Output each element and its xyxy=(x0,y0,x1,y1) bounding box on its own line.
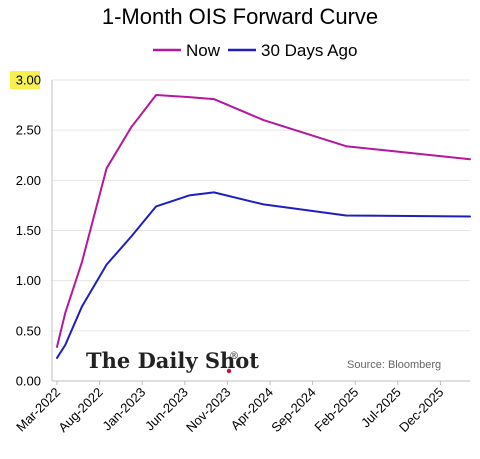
y-tick-label: 2.50 xyxy=(16,123,41,138)
x-tick-label: Nov-2023 xyxy=(183,385,233,435)
x-tick-label: Mar-2022 xyxy=(13,385,63,435)
watermark: The Daily Shot ® Source: Bloomberg xyxy=(86,348,441,374)
y-axis-ticks: 0.00 0.50 1.00 1.50 2.00 2.50 3.00 xyxy=(10,71,41,389)
x-tick-label: Jan-2023 xyxy=(99,385,148,434)
legend-label-now: Now xyxy=(186,41,221,60)
y-tick-highlight xyxy=(10,71,40,89)
source-label: Source: Bloomberg xyxy=(347,359,441,371)
series-lines xyxy=(56,94,471,359)
y-tick-label: 0.00 xyxy=(16,374,41,389)
legend-label-30-days-ago: 30 Days Ago xyxy=(261,41,357,60)
x-axis-ticks: Mar-2022Aug-2022Jan-2023Jun-2023Nov-2023… xyxy=(13,381,447,435)
x-tick-label: Dec-2025 xyxy=(396,385,446,435)
brand-logo-text: The Daily Shot xyxy=(86,348,259,373)
chart-title: 1-Month OIS Forward Curve xyxy=(102,4,378,29)
y-tick-label: 1.50 xyxy=(16,223,41,238)
y-tick-label: 2.00 xyxy=(16,173,41,188)
series-line-now xyxy=(56,94,471,348)
legend: Now 30 Days Ago xyxy=(153,41,357,60)
y-tick-label: 1.00 xyxy=(16,273,41,288)
x-tick-label: Aug-2022 xyxy=(55,385,105,435)
y-tick-label: 3.00 xyxy=(16,73,41,88)
x-tick-label: Feb-2025 xyxy=(311,385,361,435)
x-tick-label: Sep-2024 xyxy=(268,385,318,435)
series-line-30-days-ago xyxy=(56,191,471,359)
y-tick-label: 0.50 xyxy=(16,323,41,338)
gridlines xyxy=(51,79,470,382)
brand-dot xyxy=(226,368,232,374)
brand-registered-mark: ® xyxy=(229,351,239,362)
